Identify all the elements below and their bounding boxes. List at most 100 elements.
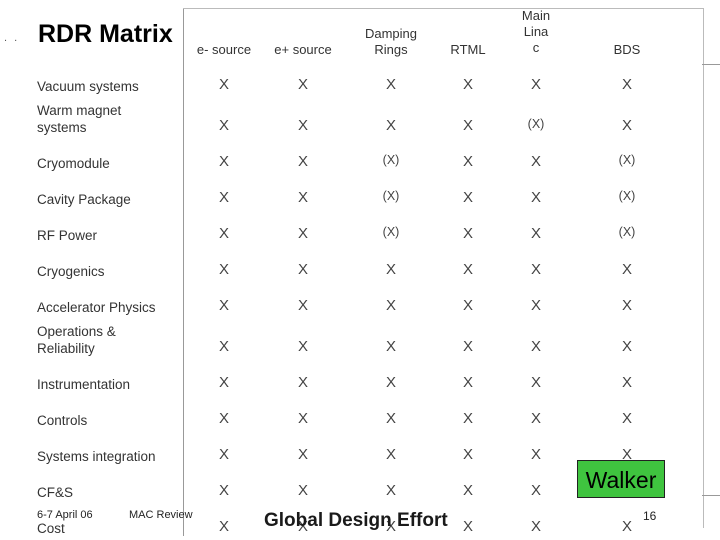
matrix-cell: X <box>385 261 396 278</box>
matrix-cell: X <box>385 297 396 314</box>
matrix-cell: X <box>385 338 396 355</box>
matrix-cell: X <box>462 76 473 93</box>
row-label: RF Power <box>37 228 98 243</box>
matrix-cell: X <box>621 117 632 134</box>
matrix-cell: (X) <box>618 189 636 203</box>
matrix-cell: X <box>218 225 229 242</box>
matrix-cell: X <box>218 117 229 134</box>
matrix-cell: X <box>218 374 229 391</box>
matrix-cell: X <box>462 297 473 314</box>
row-label: Warm magnet systems <box>37 103 122 135</box>
matrix-cell: X <box>297 410 308 427</box>
matrix-cell: X <box>462 225 473 242</box>
row-label: Operations & Reliability <box>37 324 116 356</box>
matrix-cell: X <box>385 117 396 134</box>
matrix-cell: X <box>462 261 473 278</box>
row-label: Cost <box>37 521 65 536</box>
row-label: CF&S <box>37 485 74 500</box>
matrix-cell: X <box>218 76 229 93</box>
matrix-cell: X <box>218 446 229 463</box>
matrix-cell: (X) <box>382 225 400 239</box>
matrix-cell: X <box>462 518 473 535</box>
matrix-cell: X <box>218 153 229 170</box>
matrix-cell: X <box>218 410 229 427</box>
row-label: Cryogenics <box>37 264 105 279</box>
matrix-cell: X <box>385 410 396 427</box>
matrix-cell: X <box>530 410 541 427</box>
matrix-cell: X <box>297 297 308 314</box>
matrix-cell: X <box>621 374 632 391</box>
matrix-cell: X <box>385 518 396 535</box>
matrix-left-rule <box>183 8 184 536</box>
matrix-cell: X <box>462 410 473 427</box>
matrix-cell: X <box>621 338 632 355</box>
matrix-cell: X <box>530 518 541 535</box>
matrix-cell: (X) <box>618 153 636 167</box>
matrix-cell: X <box>297 76 308 93</box>
matrix-cell: X <box>385 374 396 391</box>
matrix-cell: X <box>530 189 541 206</box>
column-header: Main Lina c <box>521 8 551 55</box>
matrix-cell: X <box>462 482 473 499</box>
matrix-cell: X <box>297 225 308 242</box>
matrix-cell: X <box>218 518 229 535</box>
matrix-cell: X <box>297 189 308 206</box>
column-header: Damping Rings <box>364 26 418 57</box>
page-number: 16 <box>643 509 657 523</box>
matrix-right-rule <box>703 8 704 528</box>
matrix-cell: X <box>621 76 632 93</box>
matrix-cell: (X) <box>618 225 636 239</box>
matrix-cell: X <box>530 374 541 391</box>
matrix-cell: X <box>530 261 541 278</box>
row-label: Systems integration <box>37 449 156 464</box>
matrix-cell: X <box>218 261 229 278</box>
column-header: e+ source <box>274 42 332 57</box>
matrix-cell: (X) <box>527 117 545 131</box>
matrix-cell: X <box>462 153 473 170</box>
matrix-cell: X <box>462 374 473 391</box>
row-label: Cavity Package <box>37 192 131 207</box>
matrix-cell: X <box>530 338 541 355</box>
row-label: Controls <box>37 413 88 428</box>
matrix-cell: X <box>218 338 229 355</box>
matrix-cell: X <box>621 410 632 427</box>
matrix-cell: X <box>621 518 632 535</box>
footer-organization: Global Design Effort <box>264 510 448 531</box>
matrix-cell: X <box>297 374 308 391</box>
matrix-cell: X <box>530 446 541 463</box>
matrix-cell: X <box>530 482 541 499</box>
matrix-top-rule <box>183 8 703 9</box>
row-label: Instrumentation <box>37 377 131 392</box>
matrix-cell: X <box>297 518 308 535</box>
matrix-cell: (X) <box>382 189 400 203</box>
matrix-cell: X <box>462 338 473 355</box>
matrix-cell: X <box>297 117 308 134</box>
column-header: BDS <box>613 42 641 57</box>
matrix-cell: X <box>385 482 396 499</box>
row-label: Accelerator Physics <box>37 300 156 315</box>
matrix-cell: X <box>297 261 308 278</box>
matrix-cell: X <box>218 297 229 314</box>
matrix-cell: X <box>218 189 229 206</box>
matrix-cell: X <box>621 297 632 314</box>
decorative-dots: . . <box>4 32 20 44</box>
column-header: RTML <box>450 42 486 57</box>
right-tick <box>702 495 720 496</box>
row-label: Vacuum systems <box>37 79 139 94</box>
matrix-cell: X <box>462 446 473 463</box>
matrix-cell: X <box>530 76 541 93</box>
matrix-cell: X <box>621 261 632 278</box>
matrix-cell: X <box>530 297 541 314</box>
matrix-cell: (X) <box>382 153 400 167</box>
matrix-cell: X <box>297 153 308 170</box>
matrix-cell: X <box>530 225 541 242</box>
column-header: e- source <box>196 42 252 57</box>
matrix-cell: X <box>297 338 308 355</box>
matrix-cell: X <box>385 446 396 463</box>
right-tick <box>702 64 720 65</box>
footer-date: 6-7 April 06 <box>37 509 93 521</box>
matrix-cell: X <box>297 482 308 499</box>
footer-meeting: MAC Review <box>129 509 193 521</box>
matrix-cell: X <box>297 446 308 463</box>
matrix-cell: X <box>462 117 473 134</box>
